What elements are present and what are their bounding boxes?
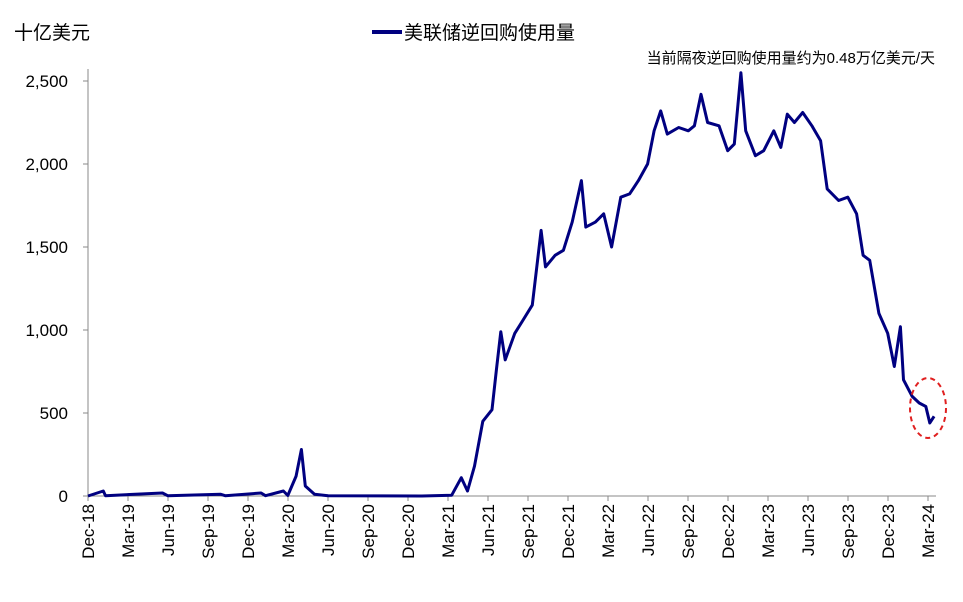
x-tick-label: Jun-23 <box>799 504 818 556</box>
legend-swatch <box>372 29 402 34</box>
x-tick-label: Jun-20 <box>319 504 338 556</box>
x-tick-label: Mar-24 <box>919 504 938 558</box>
legend-label: 美联储逆回购使用量 <box>404 23 576 44</box>
x-tick-label: Sep-20 <box>359 504 378 559</box>
annotation-text: 当前隔夜逆回购使用量约为0.48万亿美元/天 <box>646 50 935 67</box>
x-tick-label: Sep-19 <box>199 504 218 559</box>
x-tick-label: Mar-20 <box>279 504 298 558</box>
x-tick-label: Jun-21 <box>479 504 498 556</box>
x-tick-label: Dec-23 <box>879 504 898 559</box>
y-tick-label: 2,500 <box>25 72 68 91</box>
highlight-ellipse <box>909 377 947 439</box>
y-tick-label: 2,000 <box>25 155 68 174</box>
x-tick-label: Dec-18 <box>79 504 98 559</box>
y-tick-label: 0 <box>59 487 68 506</box>
x-tick-label: Mar-22 <box>599 504 618 558</box>
x-tick-label: Dec-19 <box>239 504 258 559</box>
x-tick-label: Sep-23 <box>839 504 858 559</box>
x-tick-label: Jun-19 <box>159 504 178 556</box>
series-line-fed-reverse-repo <box>87 71 936 498</box>
x-tick-label: Mar-23 <box>759 504 778 558</box>
x-tick-label: Mar-21 <box>439 504 458 558</box>
x-tick-label: Sep-22 <box>679 504 698 559</box>
x-tick-label: Dec-22 <box>719 504 738 559</box>
legend: 美联储逆回购使用量 <box>372 18 575 45</box>
y-axis-unit-label: 十亿美元 <box>14 23 91 44</box>
y-tick-label: 500 <box>40 404 68 423</box>
x-tick-label: Jun-22 <box>639 504 658 556</box>
x-tick-label: Dec-20 <box>399 504 418 559</box>
y-tick-label: 1,000 <box>25 321 68 340</box>
x-tick-label: Sep-21 <box>519 504 538 559</box>
y-tick-label: 1,500 <box>25 238 68 257</box>
x-tick-label: Mar-19 <box>119 504 138 558</box>
x-tick-label: Dec-21 <box>559 504 578 559</box>
